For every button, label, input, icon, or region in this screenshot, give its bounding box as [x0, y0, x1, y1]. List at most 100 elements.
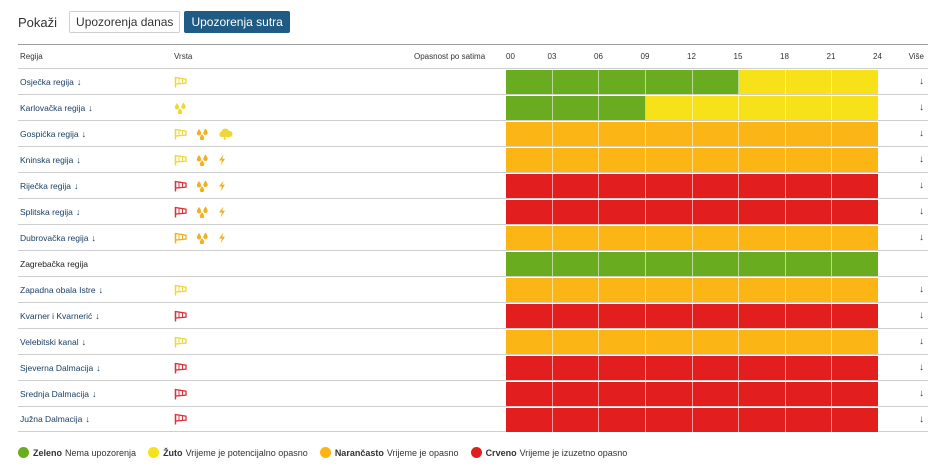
hour-tick: 06: [594, 52, 603, 61]
more-arrow-icon[interactable]: ↓: [919, 180, 924, 191]
danger-segment-yellow: [692, 96, 740, 120]
tab-warnings-today[interactable]: Upozorenja danas: [69, 11, 181, 33]
danger-segment-green: [785, 252, 833, 276]
lightning-icon: [218, 232, 226, 244]
region-name[interactable]: Kninska regija ↓: [20, 147, 81, 172]
hour-tick: 00: [506, 52, 515, 61]
more-arrow-icon[interactable]: ↓: [919, 232, 924, 243]
lightning-icon: [218, 206, 226, 218]
table-row: Splitska regija ↓ ↓: [18, 198, 928, 224]
danger-segment-orange: [645, 330, 693, 354]
warning-types: [174, 95, 187, 120]
region-label: Osječka regija: [20, 76, 74, 87]
more-arrow-icon[interactable]: ↓: [919, 102, 924, 113]
arrow-down-icon[interactable]: ↓: [76, 154, 81, 165]
danger-segment-yellow: [832, 70, 878, 94]
danger-segment-green: [506, 70, 553, 94]
legend-item-yellow: Žuto Vrijeme je potencijalno opasno: [148, 447, 308, 458]
arrow-down-icon[interactable]: ↓: [85, 414, 90, 424]
arrow-down-icon[interactable]: ↓: [76, 76, 82, 87]
arrow-down-icon[interactable]: ↓: [91, 388, 97, 399]
danger-segment-orange: [785, 226, 833, 250]
hourly-danger-bar: [506, 278, 878, 302]
arrow-down-icon[interactable]: ↓: [75, 206, 81, 217]
danger-segment-red: [506, 174, 553, 198]
region-name[interactable]: Gospićka regija ↓: [20, 121, 86, 146]
danger-segment-red: [739, 174, 786, 198]
region-label: Gospićka regija: [20, 128, 79, 139]
region-name[interactable]: Dubrovačka regija ↓: [20, 225, 96, 250]
arrow-down-icon[interactable]: ↓: [88, 102, 93, 113]
danger-segment-orange: [645, 148, 693, 172]
region-name[interactable]: Velebitski kanal ↓: [20, 329, 86, 354]
danger-segment-red: [832, 356, 878, 380]
danger-segment-orange: [599, 148, 646, 172]
more-arrow-icon[interactable]: ↓: [919, 310, 924, 321]
rain-drops-icon: [196, 232, 209, 244]
region-name[interactable]: Zapadna obala Istre ↓: [20, 277, 103, 302]
danger-segment-red: [599, 200, 646, 224]
region-name[interactable]: Srednja Dalmacija ↓: [20, 381, 96, 406]
danger-segment-red: [599, 382, 646, 406]
hourly-danger-bar: [506, 148, 878, 172]
region-name[interactable]: Sjeverna Dalmacija ↓: [20, 355, 101, 380]
hour-tick: 15: [733, 52, 743, 61]
hourly-danger-bar: [506, 96, 878, 120]
table-header: Regija Vrsta Opasnost po satima Više 00 0…: [18, 44, 928, 68]
more-arrow-icon[interactable]: ↓: [919, 388, 924, 399]
legend-description: Vrijeme je potencijalno opasno: [185, 447, 308, 458]
warning-types: [174, 277, 187, 302]
danger-segment-orange: [739, 330, 786, 354]
table-row: Zapadna obala Istre ↓ ↓: [18, 276, 928, 302]
danger-segment-red: [785, 408, 833, 432]
arrow-down-icon[interactable]: ↓: [91, 232, 97, 243]
tab-warnings-tomorrow[interactable]: Upozorenja sutra: [184, 11, 290, 33]
region-name[interactable]: Osječka regija ↓: [20, 69, 81, 94]
warning-types: [174, 121, 233, 146]
danger-segment-yellow: [785, 96, 833, 120]
danger-segment-green: [692, 70, 740, 94]
danger-segment-red: [552, 200, 600, 224]
more-arrow-icon[interactable]: ↓: [919, 362, 924, 373]
more-arrow-icon[interactable]: ↓: [919, 336, 924, 347]
arrow-down-icon[interactable]: ↓: [95, 310, 100, 321]
arrow-down-icon[interactable]: ↓: [81, 128, 87, 139]
danger-segment-red: [552, 408, 600, 432]
more-arrow-icon[interactable]: ↓: [919, 284, 924, 295]
danger-segment-green: [552, 70, 600, 94]
region-name[interactable]: Splitska regija ↓: [20, 199, 80, 224]
wind-flag-icon: [174, 206, 187, 218]
arrow-down-icon[interactable]: ↓: [74, 180, 79, 191]
arrow-down-icon[interactable]: ↓: [96, 362, 101, 373]
danger-segment-green: [739, 252, 786, 276]
wind-flag-icon: [174, 336, 187, 348]
region-name[interactable]: Karlovačka regija ↓: [20, 95, 93, 120]
arrow-down-icon[interactable]: ↓: [98, 284, 104, 295]
danger-segment-red: [692, 356, 740, 380]
arrow-down-icon[interactable]: ↓: [81, 336, 87, 347]
danger-segment-green: [506, 96, 553, 120]
danger-segment-green: [599, 96, 646, 120]
danger-segment-green: [599, 70, 646, 94]
danger-segment-orange: [552, 330, 600, 354]
table-row: Dubrovačka regija ↓ ↓: [18, 224, 928, 250]
hourly-danger-bar: [506, 70, 878, 94]
more-arrow-icon[interactable]: ↓: [919, 76, 924, 87]
hourly-danger-bar: [506, 382, 878, 406]
more-arrow-icon[interactable]: ↓: [919, 206, 924, 217]
hour-tick: 09: [640, 52, 650, 61]
hour-tick: 21: [826, 52, 836, 61]
danger-segment-red: [692, 382, 740, 406]
more-arrow-icon[interactable]: ↓: [919, 154, 924, 165]
danger-segment-yellow: [739, 70, 786, 94]
danger-segment-red: [739, 382, 786, 406]
region-name[interactable]: Južna Dalmacija ↓: [20, 407, 90, 431]
more-arrow-icon[interactable]: ↓: [919, 413, 924, 425]
more-arrow-icon[interactable]: ↓: [919, 128, 924, 139]
danger-segment-red: [506, 356, 553, 380]
legend-name: Crveno: [485, 447, 517, 458]
region-label: Riječka regija: [20, 180, 72, 191]
hourly-danger-bar: [506, 122, 878, 146]
region-name[interactable]: Riječka regija ↓: [20, 173, 79, 198]
region-name[interactable]: Kvarner i Kvarnerić ↓: [20, 303, 100, 328]
